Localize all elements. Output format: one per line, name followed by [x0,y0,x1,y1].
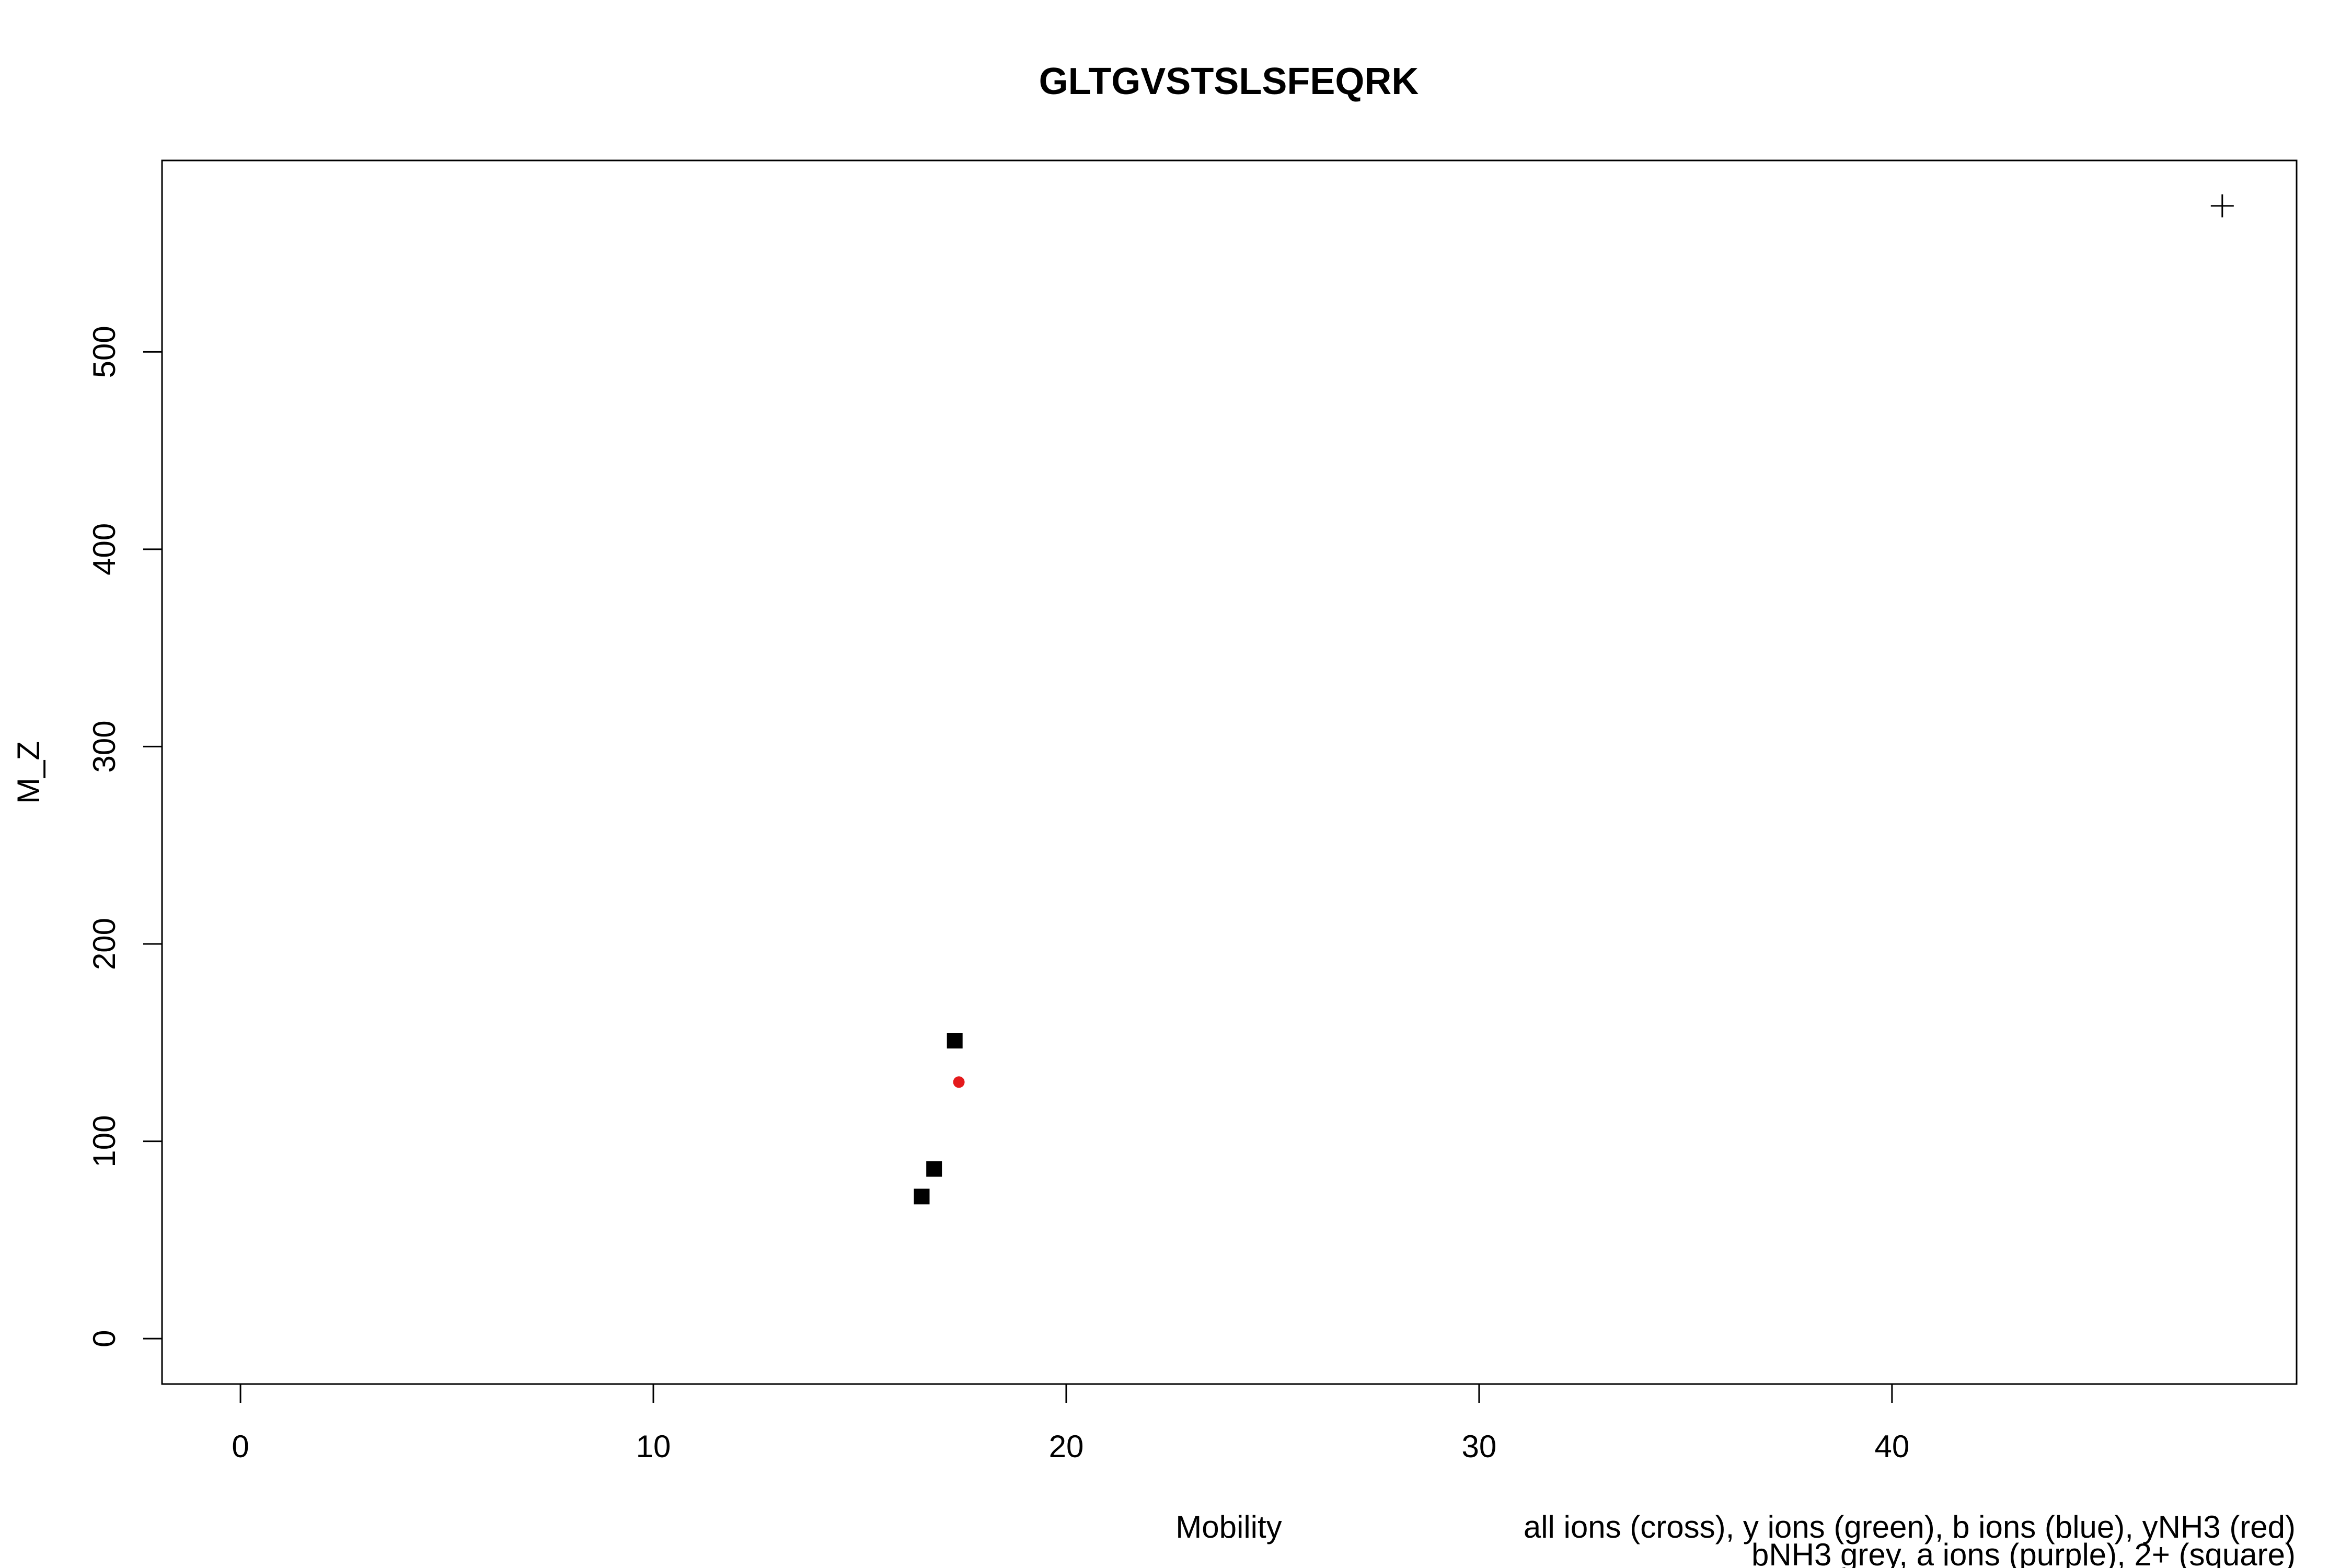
y-tick-label: 500 [87,326,122,378]
x-tick-label: 40 [1874,1429,1909,1464]
plot-frame [161,159,2298,1385]
x-tick-label: 30 [1462,1429,1497,1464]
legend-note-line-1: all ions (cross), y ions (green), b ions… [1524,1509,2296,1544]
x-tick-label: 10 [636,1429,671,1464]
y-tick-label: 0 [87,1330,122,1347]
y-tick-label: 300 [87,720,122,773]
x-tick-label: 20 [1049,1429,1084,1464]
y-tick-label: 200 [87,918,122,970]
y-axis-title: M_Z [11,741,46,804]
legend-note-line-2: bNH3 grey, a ions (purple), 2+ (square) [1751,1537,2296,1568]
data-point-square [914,1189,930,1205]
data-point-cross [2210,194,2234,217]
chart-title: GLTGVSTSLSFEQRK [1039,61,1419,102]
data-points [914,194,2234,1205]
data-point-dot [953,1076,965,1088]
x-tick-label: 0 [232,1429,249,1464]
data-point-square [926,1161,942,1177]
x-axis: 0 10 20 30 40 [232,1384,1909,1464]
y-tick-label: 400 [87,523,122,575]
data-point-square [947,1033,963,1049]
y-tick-label: 100 [87,1115,122,1168]
y-axis: 0 100 200 300 400 500 [87,326,162,1347]
x-axis-title: Mobility [1175,1509,1282,1544]
